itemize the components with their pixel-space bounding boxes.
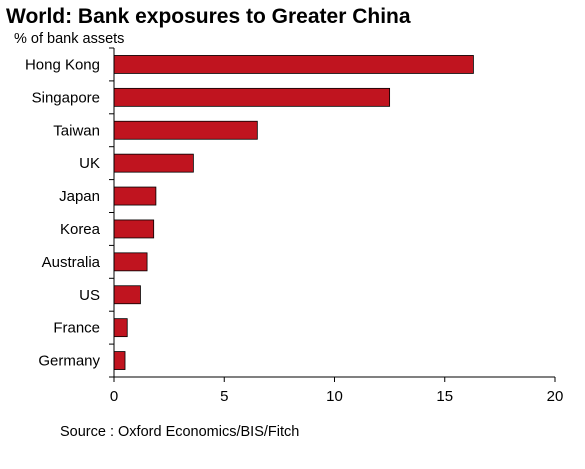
bar-korea: [113, 219, 155, 239]
category-label: UK: [79, 155, 100, 172]
x-axis: 0 5 10 15 20: [109, 47, 564, 405]
category-labels: Hong Kong Singapore Taiwan UK Japan Korea Aust…: [25, 56, 101, 369]
chart-title: World: Bank exposures to Greater China: [6, 5, 411, 28]
x-tick-label: 0: [110, 388, 118, 405]
x-tick-label: 20: [547, 388, 564, 405]
x-tick-label: 15: [436, 388, 453, 405]
bar-hong-kong: [113, 55, 474, 74]
x-tick-label: 5: [220, 388, 228, 405]
category-label: Japan: [59, 188, 100, 205]
category-label: Australia: [42, 254, 101, 271]
category-label: Korea: [60, 221, 101, 238]
chart-subtitle: % of bank assets: [14, 31, 124, 47]
bars-group: [113, 55, 474, 370]
bar-germany: [113, 351, 126, 370]
category-label: France: [53, 320, 100, 337]
bar-us: [113, 285, 141, 305]
bar-japan: [113, 186, 157, 206]
chart-source: Source : Oxford Economics/BIS/Fitch: [60, 424, 299, 440]
category-label: Singapore: [32, 89, 100, 106]
category-label: Hong Kong: [25, 56, 100, 73]
category-label: Germany: [38, 353, 100, 370]
x-tick-label: 10: [326, 388, 343, 405]
bar-australia: [113, 252, 148, 272]
category-label: US: [79, 287, 100, 304]
bar-uk: [113, 153, 194, 173]
bar-taiwan: [113, 120, 258, 140]
bar-singapore: [113, 87, 391, 107]
bar-france: [113, 318, 128, 338]
category-label: Taiwan: [53, 122, 100, 139]
